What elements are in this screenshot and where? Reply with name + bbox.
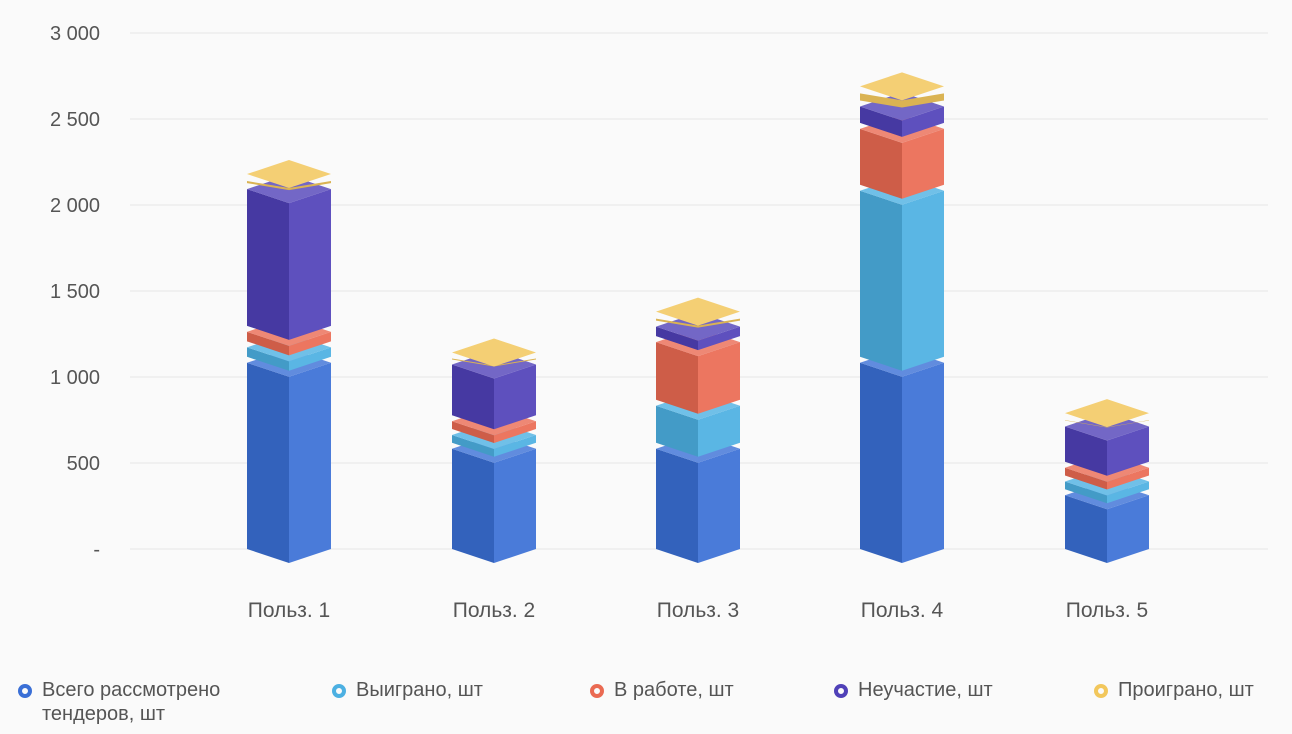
x-tick-label: Польз. 5 [1066, 599, 1148, 622]
y-tick-label: 3 000 [50, 23, 100, 45]
bar-top-face [452, 338, 536, 367]
legend-marker [18, 684, 32, 698]
bar-left-face [1065, 495, 1107, 563]
bar-side [860, 93, 944, 108]
bar-left-face [860, 190, 902, 371]
legend-label: Проиграно, шт [1118, 679, 1254, 701]
bar-left-face [452, 364, 494, 430]
bar-top-face [1065, 399, 1149, 428]
bar-right-face [1107, 481, 1149, 504]
x-tick-label: Польз. 2 [453, 599, 535, 622]
bar-segment [247, 175, 331, 340]
legend-marker [590, 684, 604, 698]
bar-top-face [860, 72, 944, 101]
bar-stack [1065, 399, 1149, 563]
bar-stack [656, 297, 740, 563]
chart-plot: - 500 1 000 1 500 2 000 2 500 3 000 Польз. 1 Пол… [50, 23, 1268, 622]
legend-item: В работе, шт [590, 678, 780, 702]
legend-label: В работе, шт [614, 679, 734, 701]
bar-stack [452, 338, 536, 563]
bar-right-face [494, 435, 536, 457]
bar-left-face [247, 331, 289, 356]
y-tick-label: - [93, 539, 100, 561]
bar-right-face [1107, 495, 1149, 563]
bar-right-face [698, 405, 740, 457]
y-tick-label: 2 000 [50, 195, 100, 217]
bar-side [247, 181, 331, 191]
legend-label: Выиграно, шт [356, 679, 483, 701]
legend-marker [332, 684, 346, 698]
bar-right-face [289, 331, 331, 356]
legend-item: Выиграно, шт [332, 678, 532, 702]
bar-segment [656, 297, 740, 328]
bar-right-face [902, 128, 944, 199]
legend-label: Неучастие, шт [858, 679, 993, 701]
bar-side [656, 318, 740, 328]
bar-left-face [452, 421, 494, 444]
legend-marker [834, 684, 848, 698]
bar-right-face [902, 362, 944, 563]
bar-segment [247, 160, 331, 191]
bar-left-face [656, 405, 698, 457]
bar-stack [860, 72, 944, 563]
legend-label: Всего рассмотрено тендеров, шт [42, 679, 221, 725]
bar-right-face [698, 448, 740, 563]
bar-left-face [656, 342, 698, 414]
bar-left-face [656, 326, 698, 351]
bar-segment [452, 338, 536, 367]
bar-right-face [289, 347, 331, 371]
bar-right-face [1107, 426, 1149, 476]
bar-right-face [698, 342, 740, 414]
bar-right-face [289, 362, 331, 563]
legend-marker [1094, 684, 1108, 698]
x-tick-label: Польз. 1 [248, 599, 330, 622]
bar-left-face [247, 189, 289, 340]
bar-left-face [247, 362, 289, 563]
bar-segment [860, 72, 944, 108]
bar-right-face [902, 190, 944, 371]
legend-item: Всего рассмотрено тендеров, шт [18, 678, 288, 726]
bar-segment [860, 348, 944, 563]
y-tick-label: 2 500 [50, 109, 100, 131]
bar-top-face [247, 160, 331, 189]
y-tick-label: 500 [67, 453, 100, 475]
bar-left-face [656, 448, 698, 563]
legend-item: Проиграно, шт [1094, 678, 1292, 702]
bar-stack [247, 160, 331, 563]
bar-segment [860, 114, 944, 199]
bar-segment [247, 348, 331, 563]
bar-left-face [1065, 426, 1107, 476]
bar-left-face [247, 347, 289, 371]
bar-left-face [860, 362, 902, 563]
bar-segment [1065, 399, 1149, 428]
bar-left-face [1065, 467, 1107, 490]
bar-left-face [1065, 481, 1107, 504]
y-tick-label: 1 000 [50, 367, 100, 389]
legend-item: Неучастие, шт [834, 678, 1034, 702]
bar-right-face [494, 421, 536, 444]
bar-top-face [656, 297, 740, 326]
bar-right-face [494, 448, 536, 563]
bar-right-face [698, 326, 740, 351]
x-tick-label: Польз. 4 [861, 599, 944, 622]
legend: Всего рассмотрено тендеров, шт Выиграно, … [0, 672, 1292, 734]
bar-left-face [452, 435, 494, 457]
y-tick-label: 1 500 [50, 281, 100, 303]
bar-right-face [1107, 467, 1149, 490]
bar-right-face [902, 106, 944, 137]
bar-segment [860, 176, 944, 371]
bar-right-face [289, 189, 331, 340]
bar-left-face [452, 448, 494, 563]
x-tick-label: Польз. 3 [657, 599, 739, 622]
bar-right-face [494, 364, 536, 430]
bar-left-face [860, 106, 902, 137]
bar-left-face [860, 128, 902, 199]
